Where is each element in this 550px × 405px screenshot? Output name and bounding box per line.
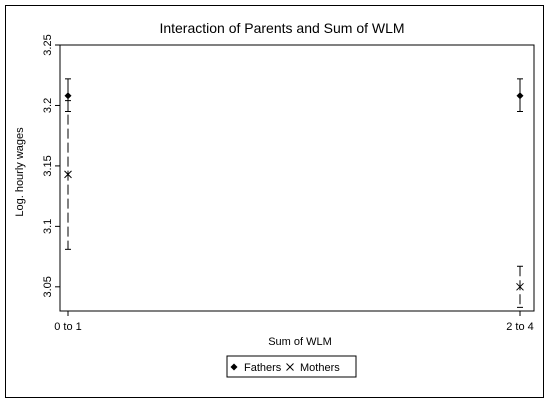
data-point-fathers <box>64 92 72 100</box>
y-tick-label: 3.05 <box>42 276 54 297</box>
x-tick-label: 2 to 4 <box>506 321 534 333</box>
x-tick-label: 0 to 1 <box>54 321 82 333</box>
y-tick-label: 3.15 <box>42 155 54 176</box>
y-axis-label: Log. hourly wages <box>14 127 26 217</box>
chart-frame <box>5 5 544 398</box>
data-point-mothers <box>516 282 524 291</box>
y-tick-label: 3.25 <box>42 34 54 55</box>
legend-marker-fathers <box>230 363 238 371</box>
y-tick-label: 3.1 <box>42 219 54 234</box>
legend-box <box>226 355 357 378</box>
data-point-mothers <box>64 170 72 179</box>
x-axis-label: Sum of WLM <box>268 336 332 348</box>
y-tick-label: 3.2 <box>42 98 54 113</box>
plot-area <box>59 44 535 312</box>
legend-label-fathers: Fathers <box>244 362 282 374</box>
chart-title: Interaction of Parents and Sum of WLM <box>159 20 404 36</box>
data-point-fathers <box>516 92 524 100</box>
legend: Fathers Mothers <box>226 355 357 378</box>
legend-marker-mothers <box>286 363 294 371</box>
legend-label-mothers: Mothers <box>300 362 340 374</box>
